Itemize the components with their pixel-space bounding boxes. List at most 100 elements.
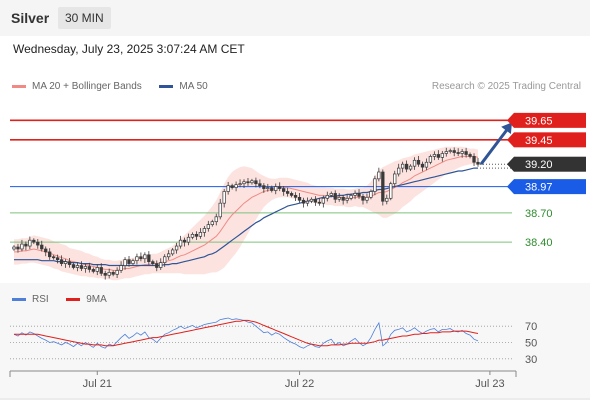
candle-up [389, 183, 393, 199]
candle-up [63, 261, 68, 264]
ma50-line [14, 167, 478, 267]
price-labels: 39.65 39.45 39.20 38.97 38.70 38.40 [507, 112, 586, 249]
candle-down [67, 261, 72, 265]
candle-up [170, 249, 175, 255]
x-axis: Jul 21 Jul 22 Jul 23 [9, 370, 517, 390]
candle-down [282, 188, 286, 192]
chart-legend: MA 20 + Bollinger Bands MA 50 [12, 81, 208, 92]
candle-up [305, 200, 310, 204]
candle-up [393, 173, 397, 185]
candle-up [131, 260, 135, 264]
candle-down [416, 159, 421, 165]
projection-line [479, 127, 510, 166]
candle-down [16, 246, 20, 250]
last-price-pointer [507, 156, 514, 172]
candle-down [436, 154, 440, 158]
candle-up [266, 187, 270, 189]
rsi-tick-label: 30 [525, 354, 537, 366]
candle-up [365, 196, 369, 201]
candle-down [285, 191, 290, 194]
candle-down [127, 259, 131, 264]
candle-up [218, 202, 222, 218]
candle-up [135, 256, 139, 262]
candle-down [246, 181, 250, 184]
projection-arrowhead [501, 122, 512, 134]
candle-down [357, 193, 361, 197]
resistance-label-box [514, 132, 586, 148]
candle-down [270, 187, 274, 191]
candle-down [24, 243, 28, 247]
candle-down [44, 248, 48, 253]
candle-up [250, 180, 254, 184]
candle-up [107, 272, 111, 276]
support-label: 38.70 [525, 208, 553, 220]
candle-down [91, 269, 95, 272]
candle-down [381, 171, 385, 202]
candle-up [349, 195, 353, 199]
pivot-label: 38.97 [525, 182, 553, 194]
x-axis-tick-label: Jul 23 [475, 378, 504, 390]
candle-up [159, 262, 163, 268]
candle-down [361, 196, 365, 201]
rsi-legend-label: RSI [32, 294, 49, 305]
candle-down [278, 186, 282, 189]
candle-up [428, 156, 433, 163]
rsi-tick-label: 70 [525, 321, 537, 333]
ma50-legend-label: MA 50 [179, 81, 208, 92]
candle-down [36, 241, 40, 246]
candle-down [71, 264, 76, 268]
candle-up [20, 243, 24, 250]
timeframe-button[interactable]: 30 MIN [58, 7, 111, 29]
candle-up [369, 191, 373, 198]
ma20-legend-swatch [12, 85, 26, 88]
candle-up [190, 234, 195, 238]
candle-up [198, 232, 203, 237]
candle-up [274, 186, 278, 191]
candle-up [174, 245, 179, 251]
candle-down [230, 185, 234, 188]
candle-up [408, 165, 413, 170]
timestamp: Wednesday, July 23, 2025 3:07:24 AM CET [13, 42, 245, 56]
candle-up [385, 197, 389, 202]
candle-down [182, 239, 187, 243]
candle-up [337, 196, 341, 200]
candle-down [289, 193, 294, 196]
candle-down [151, 261, 155, 264]
ma20-line [14, 155, 479, 271]
resistance-label: 39.65 [525, 115, 553, 127]
rsi-chart: 70 50 30 [10, 317, 537, 366]
candle-down [420, 163, 425, 168]
candle-up [143, 254, 147, 260]
candle-up [186, 236, 191, 243]
candle-down [40, 244, 44, 250]
candle-up [210, 221, 214, 225]
candle-up [377, 171, 381, 180]
resistance-label-pointer [507, 112, 514, 128]
candle-up [238, 183, 242, 186]
candle-up [242, 181, 246, 185]
candle-down [313, 198, 318, 203]
rsi-legend: RSI 9MA [12, 294, 107, 305]
candle-down [464, 151, 468, 155]
bollinger-band-area [14, 146, 478, 281]
candle-up [353, 193, 357, 196]
candle-down [258, 183, 262, 186]
candle-down [87, 266, 92, 270]
candle-up [412, 159, 417, 167]
rsi-legend-swatch [12, 298, 26, 301]
candle-up [83, 266, 88, 269]
projection-arrow [479, 122, 512, 166]
candle-up [432, 154, 437, 157]
candle-up [115, 270, 119, 275]
candle-up [123, 259, 127, 266]
candle-up [460, 151, 464, 154]
rsi-panel-background [0, 283, 590, 400]
candle-down [317, 201, 322, 204]
candle-down [404, 163, 409, 170]
candle-up [397, 167, 401, 175]
candle-up [28, 239, 32, 247]
candle-down [468, 154, 472, 157]
candle-up [119, 265, 123, 271]
candle-down [262, 185, 266, 189]
